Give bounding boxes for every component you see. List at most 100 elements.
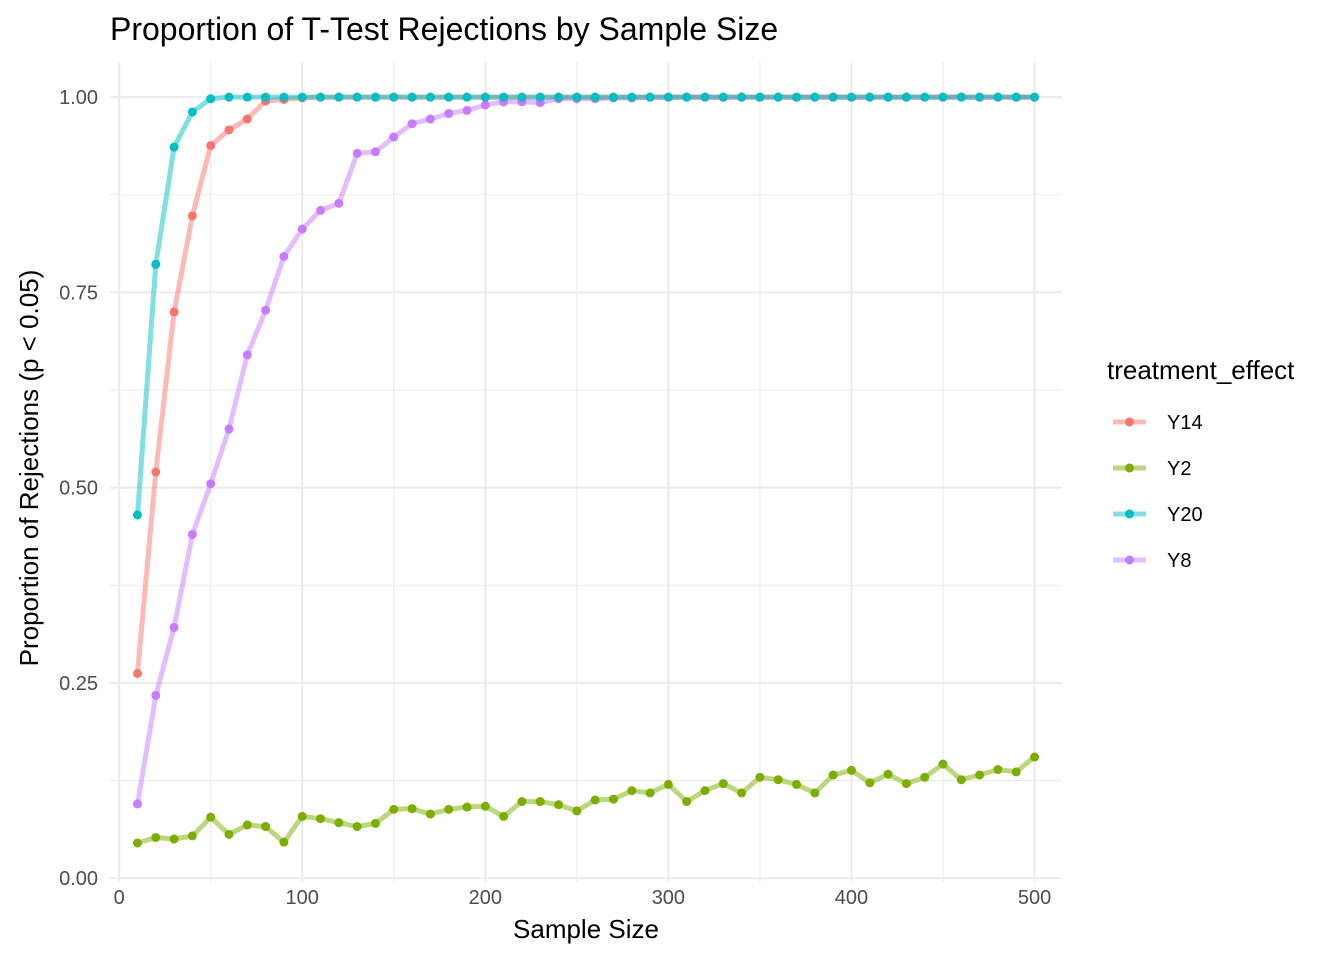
data-point-y20 xyxy=(1030,92,1040,102)
data-point-y2 xyxy=(334,818,344,828)
x-axis-title: Sample Size xyxy=(513,914,659,944)
y-tick-label: 0.50 xyxy=(59,478,98,500)
data-point-y2 xyxy=(663,779,673,789)
data-point-y2 xyxy=(993,765,1003,775)
data-point-y2 xyxy=(590,795,600,805)
data-point-y20 xyxy=(956,92,966,102)
data-point-y2 xyxy=(810,788,820,798)
x-tick-label: 200 xyxy=(469,887,502,909)
legend-item-y2: Y2 xyxy=(1113,458,1191,480)
data-point-y20 xyxy=(865,92,875,102)
data-point-y8 xyxy=(407,119,417,129)
data-point-y2 xyxy=(718,779,728,789)
data-point-y8 xyxy=(224,424,234,434)
data-point-y20 xyxy=(407,92,417,102)
y-tick-label: 0.75 xyxy=(59,282,98,304)
data-point-y2 xyxy=(169,834,179,844)
data-point-y20 xyxy=(499,92,509,102)
data-point-y2 xyxy=(645,788,655,798)
data-point-y14 xyxy=(187,211,197,221)
data-point-y2 xyxy=(773,775,783,785)
x-tick-label: 0 xyxy=(114,887,125,909)
data-point-y20 xyxy=(846,92,856,102)
series-line-y14 xyxy=(135,94,1037,676)
data-point-y2 xyxy=(554,800,564,810)
data-point-y2 xyxy=(187,831,197,841)
data-point-y2 xyxy=(261,822,271,832)
data-point-y2 xyxy=(920,772,930,782)
data-point-y8 xyxy=(462,105,472,115)
legend-label: Y2 xyxy=(1167,458,1191,480)
data-point-y20 xyxy=(718,92,728,102)
data-point-y2 xyxy=(462,802,472,812)
data-point-y20 xyxy=(645,92,655,102)
data-point-y2 xyxy=(700,786,710,796)
data-point-y2 xyxy=(737,788,747,798)
data-point-y20 xyxy=(352,92,362,102)
data-point-y20 xyxy=(517,92,527,102)
legend-item-y8: Y8 xyxy=(1113,550,1191,572)
y-axis-title: Proportion of Rejections (p < 0.05) xyxy=(14,270,44,667)
data-point-y20 xyxy=(608,92,618,102)
data-point-y20 xyxy=(334,92,344,102)
data-point-y2 xyxy=(682,797,692,807)
data-point-y2 xyxy=(480,801,490,811)
y-tick-label: 1.00 xyxy=(59,87,98,109)
data-point-y20 xyxy=(663,92,673,102)
data-point-y20 xyxy=(737,92,747,102)
data-point-y14 xyxy=(169,307,179,317)
data-point-y14 xyxy=(242,114,252,124)
data-point-y20 xyxy=(572,92,582,102)
data-point-y2 xyxy=(755,772,765,782)
y-tick-label: 0.25 xyxy=(59,673,98,695)
data-point-y20 xyxy=(810,92,820,102)
data-point-y2 xyxy=(297,811,307,821)
data-point-y14 xyxy=(224,125,234,135)
data-point-y2 xyxy=(572,806,582,816)
data-point-y20 xyxy=(554,92,564,102)
data-point-y20 xyxy=(938,92,948,102)
grid xyxy=(110,62,1062,882)
data-point-y20 xyxy=(151,259,161,269)
data-point-y20 xyxy=(883,92,893,102)
x-tick-label: 500 xyxy=(1018,887,1051,909)
legend-key-point xyxy=(1125,417,1134,427)
data-point-y14 xyxy=(206,141,216,151)
data-point-y2 xyxy=(883,769,893,779)
data-point-y20 xyxy=(261,92,271,102)
data-point-y2 xyxy=(132,838,142,848)
legend: treatment_effect Y14 Y2 Y20 Y8 xyxy=(1107,355,1295,572)
data-point-y8 xyxy=(480,100,490,110)
data-point-y8 xyxy=(297,224,307,234)
series-line-y2 xyxy=(135,754,1037,846)
data-point-y8 xyxy=(151,690,161,700)
data-point-y20 xyxy=(755,92,765,102)
data-point-y8 xyxy=(242,350,252,360)
y-axis-ticks: 0.00 0.25 0.50 0.75 1.00 xyxy=(59,87,98,890)
data-point-y20 xyxy=(535,92,545,102)
series-lines xyxy=(135,94,1037,846)
data-point-y2 xyxy=(370,818,380,828)
data-point-y2 xyxy=(792,779,802,789)
x-tick-label: 400 xyxy=(835,887,868,909)
data-point-y20 xyxy=(901,92,911,102)
legend-key-point xyxy=(1125,463,1134,473)
data-point-y20 xyxy=(828,92,838,102)
data-point-y8 xyxy=(206,479,216,489)
legend-item-y14: Y14 xyxy=(1113,412,1203,434)
data-point-y2 xyxy=(316,814,326,824)
y-tick-label: 0.00 xyxy=(59,868,98,890)
data-point-y2 xyxy=(279,837,289,847)
legend-item-y20: Y20 xyxy=(1113,504,1203,526)
data-point-y2 xyxy=(828,770,838,780)
data-point-y8 xyxy=(261,305,271,315)
data-point-y20 xyxy=(279,92,289,102)
legend-title: treatment_effect xyxy=(1107,355,1295,385)
data-point-y2 xyxy=(517,797,527,807)
data-point-y20 xyxy=(627,92,637,102)
data-point-y8 xyxy=(444,109,454,119)
data-point-y2 xyxy=(627,786,637,796)
data-point-y8 xyxy=(370,147,380,157)
series-line-y20 xyxy=(135,94,1037,518)
